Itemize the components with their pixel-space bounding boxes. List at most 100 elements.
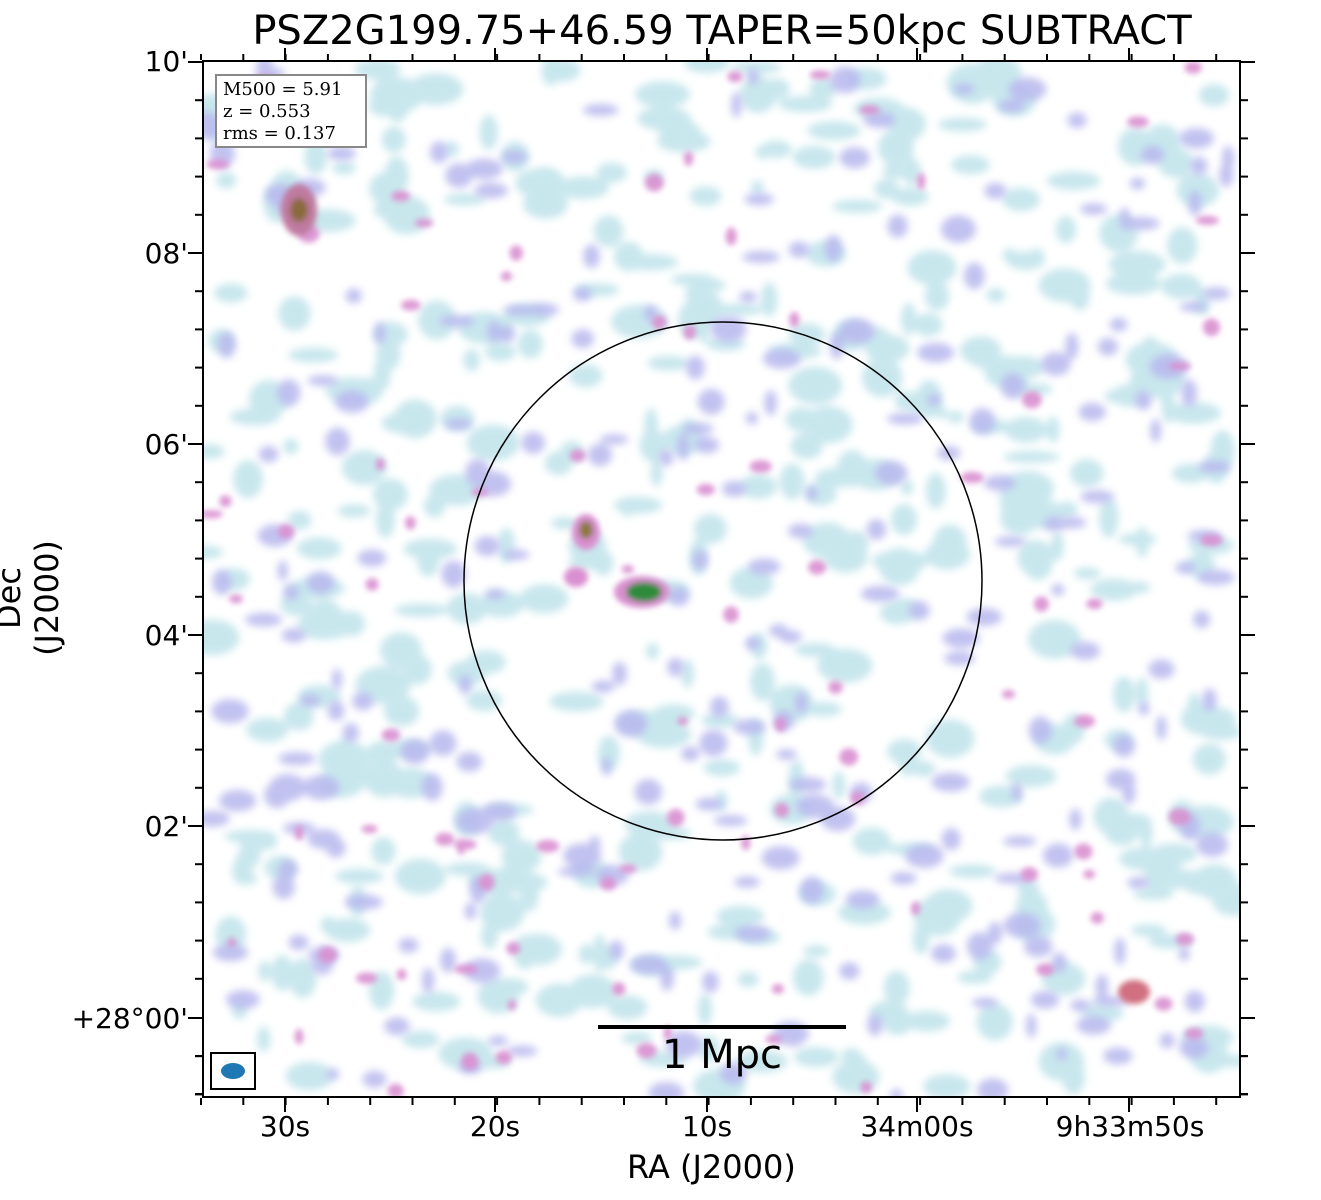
noise-blob <box>341 450 387 486</box>
scale-bar-label: 1 Mpc <box>661 1032 783 1078</box>
noise-blob <box>446 592 488 625</box>
x-tick-label: 34m00s <box>860 1110 974 1143</box>
noise-blob <box>1046 171 1101 191</box>
noise-blob <box>256 1026 271 1052</box>
noise-blob <box>503 304 538 316</box>
noise-blob <box>660 965 674 991</box>
noise-blob <box>867 1014 883 1036</box>
noise-blob <box>696 483 715 496</box>
x-tick-label: 30s <box>259 1110 311 1143</box>
noise-blob <box>618 832 663 872</box>
noise-blob <box>739 474 778 499</box>
noise-blob <box>412 991 461 1012</box>
noise-blob <box>571 329 594 349</box>
noise-blob <box>1078 402 1106 422</box>
noise-blob <box>779 630 802 644</box>
noise-blob <box>1193 610 1211 629</box>
noise-blob <box>1155 715 1167 740</box>
noise-blob <box>506 1045 538 1057</box>
noise-blob <box>933 524 967 560</box>
noise-blob <box>506 941 521 955</box>
noise-blob <box>326 1068 340 1080</box>
noise-blob <box>1118 847 1169 871</box>
noise-blob <box>771 983 785 994</box>
noise-blob <box>456 751 483 772</box>
noise-blob <box>799 876 824 904</box>
noise-blob <box>1002 248 1017 262</box>
noise-blob <box>1028 716 1052 744</box>
noise-blob <box>439 315 475 327</box>
noise-blob <box>694 436 720 454</box>
noise-blob <box>229 408 280 426</box>
noise-blob <box>217 332 236 359</box>
noise-blob <box>1042 843 1074 868</box>
noise-blob <box>1104 390 1122 403</box>
noise-blob <box>745 636 761 651</box>
noise-blob <box>1123 216 1160 231</box>
noise-blob <box>582 103 619 117</box>
y-tick-label: 10' <box>144 45 188 78</box>
noise-blob <box>944 651 975 666</box>
noise-blob <box>644 408 658 445</box>
noise-blob <box>667 657 684 677</box>
noise-blob <box>600 434 629 445</box>
noise-blob <box>1168 808 1191 826</box>
noise-blob <box>658 449 674 466</box>
noise-blob <box>536 839 560 853</box>
noise-blob <box>839 748 859 766</box>
noise-blob <box>204 810 230 827</box>
noise-blob <box>750 663 776 701</box>
noise-blob <box>1192 743 1226 775</box>
noise-blob <box>1070 641 1101 660</box>
noise-blob <box>716 905 765 927</box>
noise-blob <box>748 558 781 575</box>
noise-blob <box>519 879 539 912</box>
noise-blob <box>941 827 961 851</box>
noise-blob <box>793 1047 839 1067</box>
noise-blob <box>760 282 778 317</box>
noise-blob <box>204 510 223 519</box>
noise-blob <box>445 862 491 877</box>
noise-blob <box>373 201 392 218</box>
noise-blob <box>1011 782 1022 802</box>
noise-blob <box>842 530 869 556</box>
noise-blob <box>913 313 943 337</box>
noise-blob <box>734 876 761 888</box>
noise-blob <box>464 902 477 920</box>
noise-blob <box>568 974 617 1009</box>
noise-blob <box>299 694 321 707</box>
noise-blob <box>384 156 409 195</box>
noise-blob <box>971 997 999 1008</box>
noise-blob <box>891 187 929 206</box>
info-box: M500 = 5.91 z = 0.553 rms = 0.137 <box>215 74 367 148</box>
noise-blob <box>1000 373 1025 400</box>
noise-blob <box>636 1042 657 1059</box>
noise-blob <box>461 1052 479 1070</box>
noise-blob <box>283 438 299 455</box>
noise-blob <box>1074 843 1093 860</box>
noise-blob <box>960 471 984 484</box>
noise-blob <box>1046 503 1070 522</box>
noise-blob <box>288 958 317 998</box>
noise-blob <box>517 329 543 359</box>
noise-blob <box>381 126 406 153</box>
noise-blob <box>1182 870 1213 895</box>
noise-blob <box>977 1078 1009 1096</box>
noise-blob <box>1050 531 1064 561</box>
noise-blob <box>1105 768 1136 790</box>
noise-blob <box>375 458 385 471</box>
noise-blob <box>648 1082 685 1096</box>
noise-blob <box>682 422 714 435</box>
noise-blob <box>1070 999 1091 1012</box>
noise-blob <box>681 746 700 762</box>
noise-blob <box>900 479 914 496</box>
noise-blob <box>227 937 237 948</box>
noise-blob <box>269 773 307 802</box>
noise-blob <box>549 691 604 712</box>
noise-blob <box>337 504 371 518</box>
noise-blob <box>1113 734 1135 758</box>
noise-blob <box>304 139 328 175</box>
noise-blob <box>1046 416 1060 443</box>
noise-blob <box>1057 516 1087 529</box>
noise-blob <box>802 522 852 559</box>
